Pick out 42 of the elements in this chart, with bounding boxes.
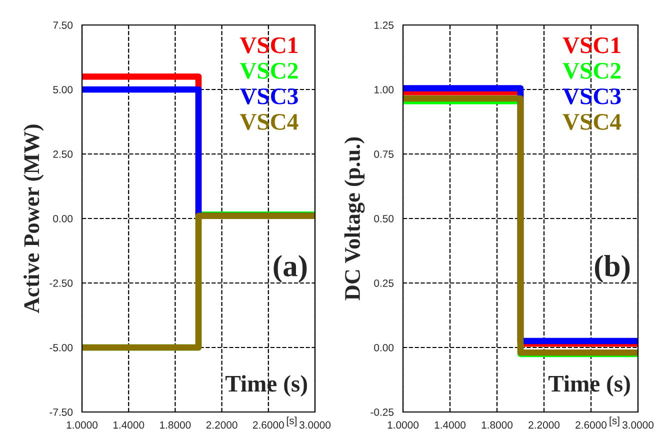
x-tick-label: 1.4000 xyxy=(434,421,466,429)
x-tick-label: 2.6000 xyxy=(252,421,284,429)
annotation: (a) xyxy=(274,254,307,283)
series-label: VSC3 xyxy=(240,88,298,104)
x-tick-label: 2.2000 xyxy=(206,421,238,429)
text: VSC2 xyxy=(240,62,298,79)
x-tick-label: 1.8000 xyxy=(160,421,191,429)
y-tick-label: 2.50 xyxy=(53,150,73,158)
x-tick-label: 2.6000 xyxy=(576,421,607,429)
x-tick-label: 1.0000 xyxy=(66,421,98,429)
x-tick-label: 3.0000 xyxy=(622,421,654,429)
series-label: VSC3 xyxy=(562,88,621,104)
y-tick-label: 0.25 xyxy=(374,280,394,287)
series-label: VSC4 xyxy=(562,114,622,130)
x-axis-title: Time (s) xyxy=(226,375,307,397)
text: VSC2 xyxy=(562,62,621,79)
y-tick-label: -7.50 xyxy=(50,408,73,416)
text: [s] xyxy=(286,416,296,426)
y-tick-label: 1.25 xyxy=(374,22,394,29)
y-axis-title: Active Power (MW) xyxy=(24,124,44,314)
y-tick-label: -2.50 xyxy=(50,280,73,287)
y-tick-label: 0.75 xyxy=(374,150,394,158)
text: VSC1 xyxy=(240,37,298,54)
y-tick-label: 1.00 xyxy=(374,86,394,94)
y-tick-label: -5.00 xyxy=(50,344,73,352)
text: VSC1 xyxy=(562,37,620,54)
x-tick-label: 2.2000 xyxy=(528,421,560,429)
y-tick-label: 0.00 xyxy=(374,344,394,352)
annotation: (b) xyxy=(594,254,630,283)
y-tick-label: -0.25 xyxy=(370,408,394,416)
y-tick-label: 0.50 xyxy=(374,215,394,222)
y-tick-label: 5.00 xyxy=(53,86,73,94)
x-tick-label: 1.0000 xyxy=(388,421,419,429)
x-tick-label: 1.4000 xyxy=(113,421,144,429)
text: [s] xyxy=(610,416,620,426)
y-axis-title: DC Voltage (p.u.) xyxy=(344,137,365,300)
x-tick-label: 1.8000 xyxy=(482,421,513,429)
x-tick-label: 3.0000 xyxy=(299,421,331,429)
x-axis-title: Time (s) xyxy=(548,375,630,397)
text: VSC4 xyxy=(240,114,298,130)
y-tick-label: 0.00 xyxy=(53,215,73,222)
y-tick-label: 7.50 xyxy=(53,22,73,29)
